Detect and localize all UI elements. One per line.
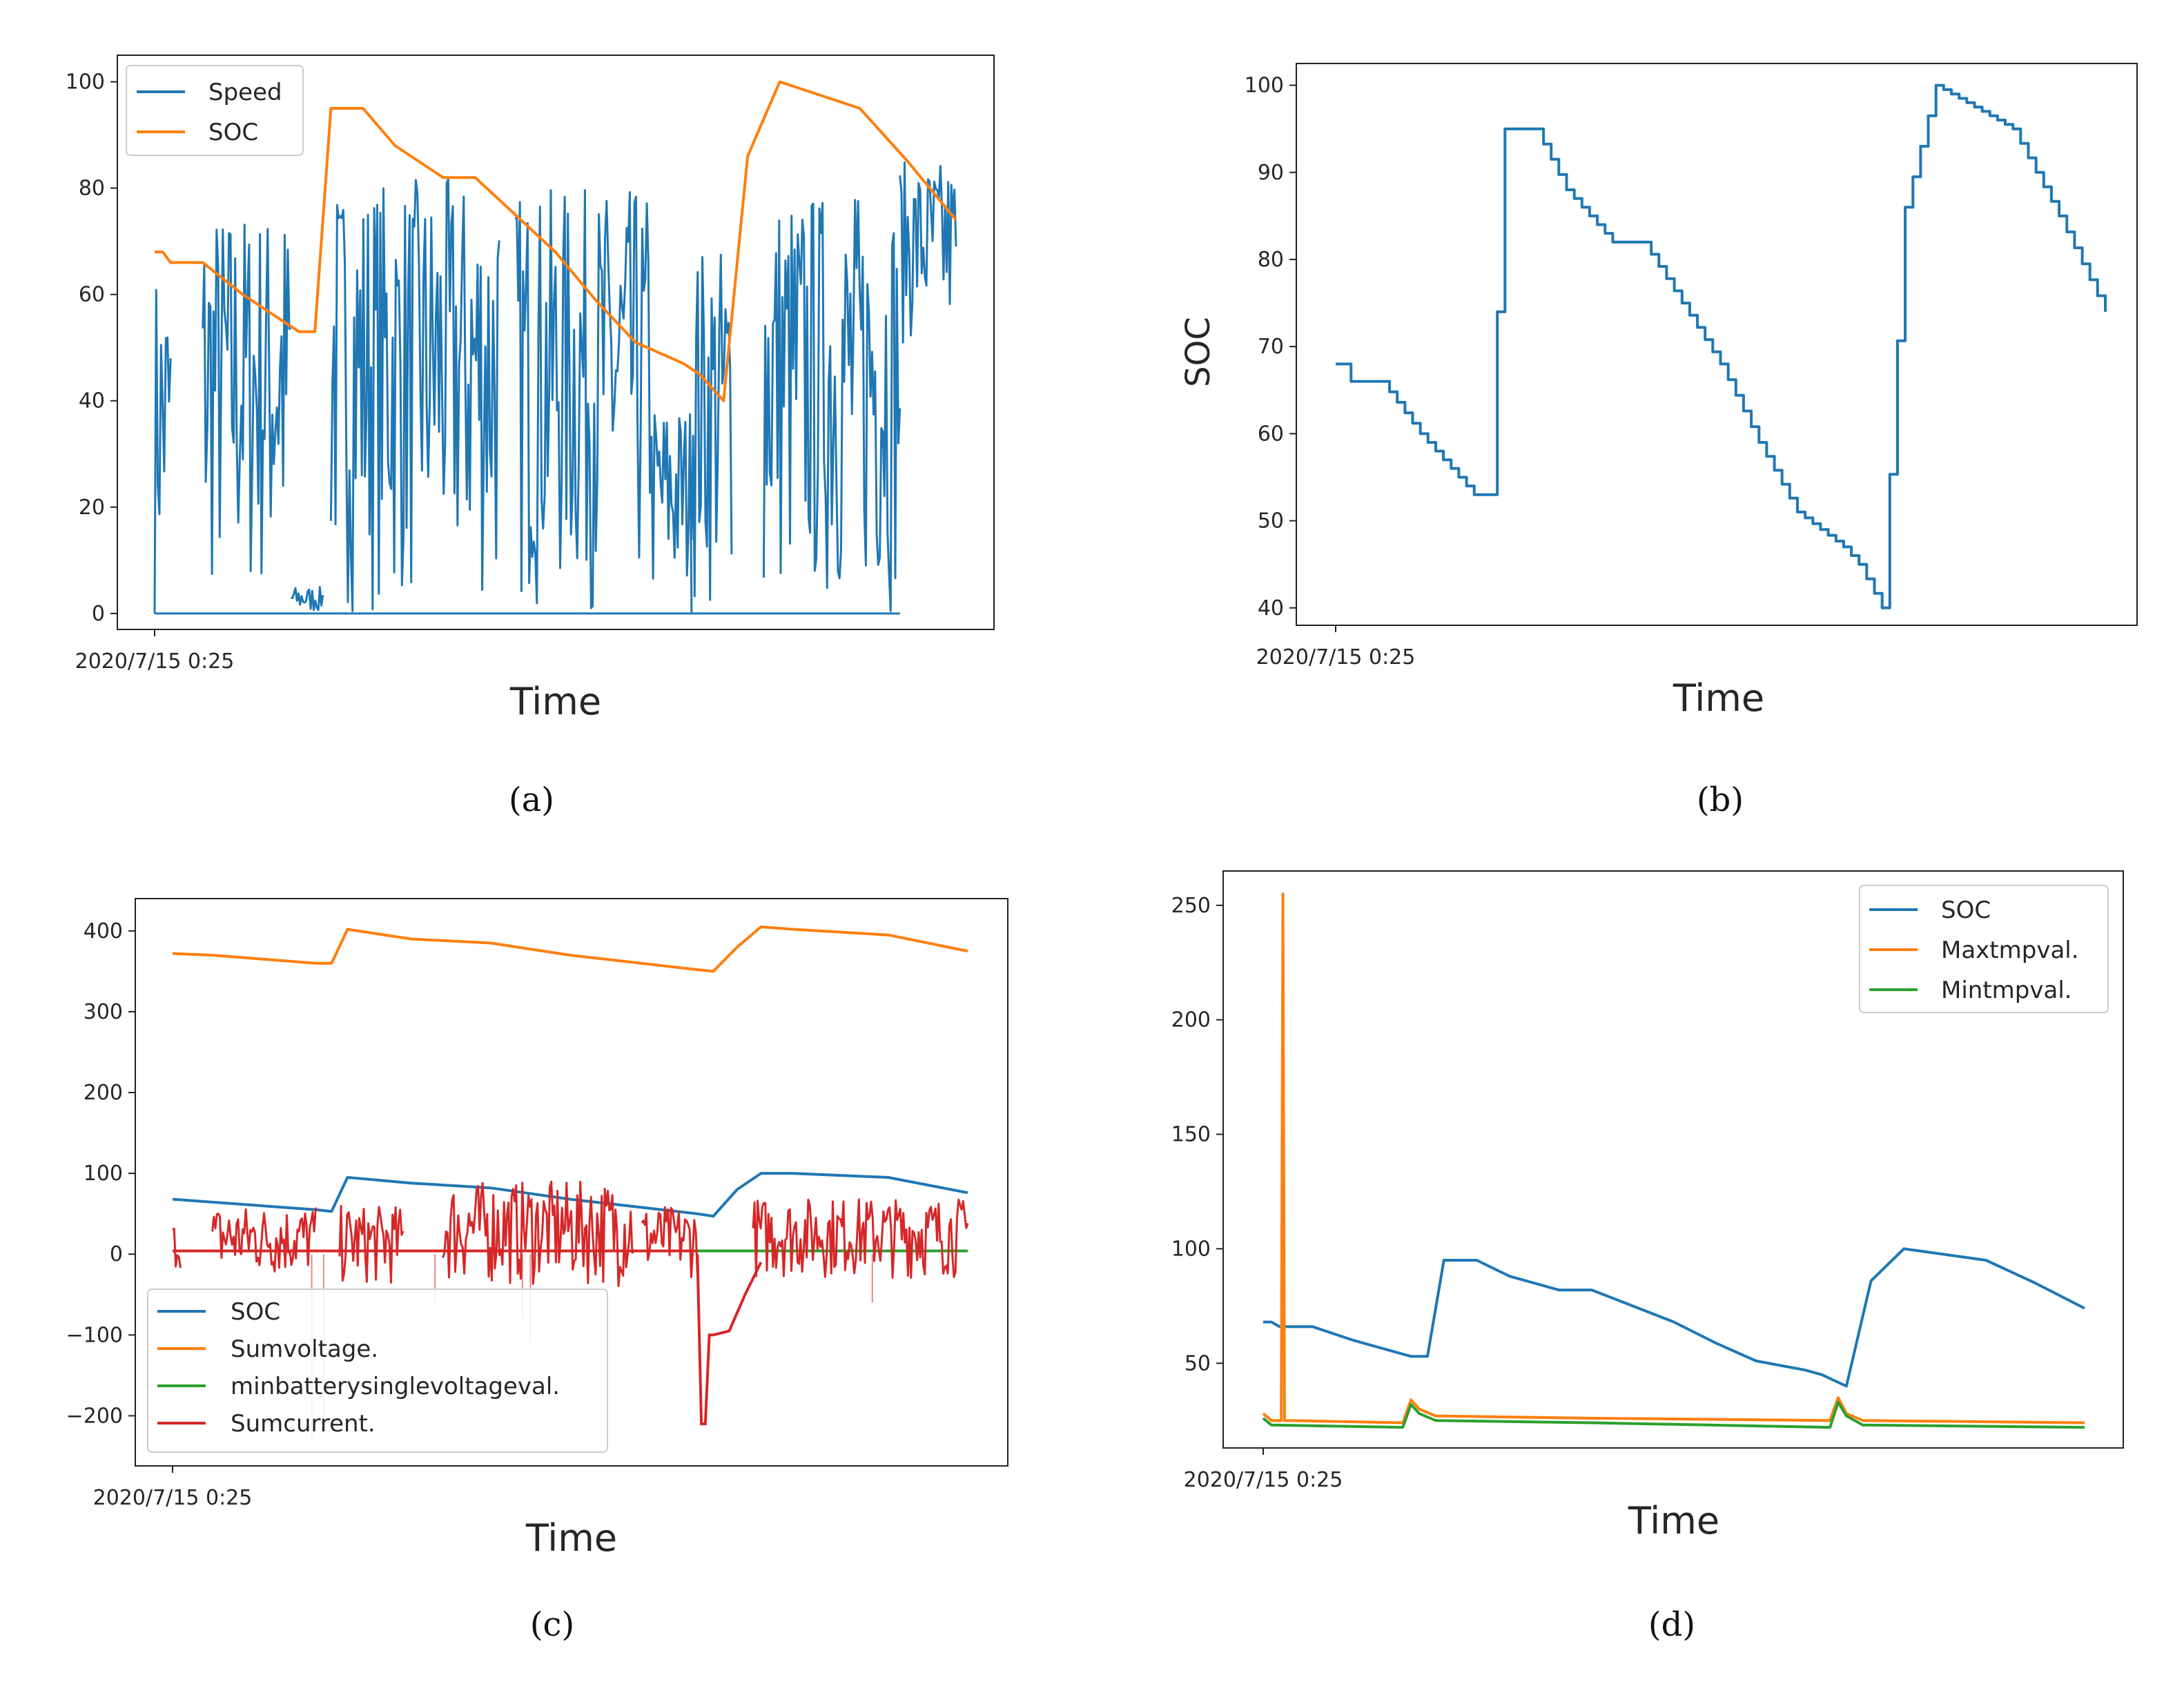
legend-label-mintmp: Mintmpval. — [1941, 977, 2072, 1004]
y-tick-label: 100 — [84, 1162, 123, 1186]
series-mintmpval — [1262, 1400, 2085, 1429]
plot-area-b — [1336, 84, 2107, 609]
y-axis-label-b: SOC — [1179, 317, 1218, 387]
y-tick-label: 200 — [84, 1081, 123, 1105]
series-maxtmpval — [1262, 892, 2085, 1424]
y-tick-label: 40 — [79, 389, 105, 413]
x-tick-label-a: 2020/7/15 0:25 — [75, 649, 235, 674]
series-speed — [153, 161, 957, 614]
panel-d: 50 100 150 200 250 2020/7/15 0:25 Time SOC M… — [1171, 870, 2124, 1644]
x-axis-label-c: Time — [525, 1516, 617, 1560]
y-tick-label: 0 — [92, 602, 105, 626]
y-tick-label: 250 — [1171, 894, 1211, 918]
y-tick-label: 40 — [1258, 596, 1284, 620]
plot-area-d — [1262, 892, 2085, 1429]
y-tick-label: 80 — [1258, 248, 1284, 272]
legend-box-c — [147, 1289, 608, 1453]
y-tick-label: 300 — [84, 1000, 123, 1024]
caption-d: (d) — [1648, 1605, 1695, 1644]
panel-c: −200 −100 0 100 200 300 400 2020/7/15 0:25 Tim… — [66, 898, 1008, 1644]
y-tick-label: 80 — [79, 177, 105, 201]
plot-frame-a — [117, 55, 995, 630]
y-tick-label: 90 — [1258, 161, 1284, 185]
y-tick-label: 70 — [1258, 335, 1284, 359]
y-tick-label: 50 — [1258, 509, 1284, 533]
legend-label-minbattery: minbatterysinglevoltageval. — [231, 1373, 560, 1400]
y-tick-label: 200 — [1171, 1008, 1211, 1032]
x-tick-label-d: 2020/7/15 0:25 — [1184, 1468, 1343, 1492]
y-ticks-b: 40 50 60 70 80 90 100 — [1245, 74, 1296, 620]
x-tick-label-b: 2020/7/15 0:25 — [1256, 645, 1416, 669]
caption-a: (a) — [509, 781, 554, 819]
legend-label-soc-a: SOC — [208, 119, 258, 146]
y-tick-label: 0 — [110, 1242, 123, 1266]
y-tick-label: 100 — [1171, 1237, 1211, 1261]
series-soc — [1263, 1247, 2085, 1388]
caption-b: (b) — [1697, 781, 1744, 819]
y-tick-label: 100 — [1245, 74, 1284, 98]
y-tick-label: −200 — [66, 1404, 123, 1428]
series-sumcurrent-dip — [696, 1254, 763, 1426]
plot-area-a — [153, 80, 957, 615]
y-tick-label: 400 — [84, 919, 123, 943]
y-tick-label: 150 — [1171, 1123, 1211, 1147]
panel-a: 0 20 40 60 80 100 2020/7/15 0:25 Time Speed S… — [66, 55, 995, 819]
series-sumcurrent — [172, 1180, 969, 1287]
y-tick-label: 50 — [1184, 1351, 1211, 1375]
y-tick-label: −100 — [66, 1323, 123, 1347]
series-sumvoltage — [172, 926, 968, 973]
legend-label-sumvoltage: Sumvoltage. — [231, 1335, 378, 1363]
legend-label-soc-d: SOC — [1941, 897, 1991, 924]
plot-area-c — [172, 926, 969, 1440]
y-ticks-c: −200 −100 0 100 200 300 400 — [66, 919, 135, 1428]
legend-box-d — [1859, 885, 2109, 1013]
legend-d: SOC Maxtmpval. Mintmpval. — [1859, 885, 2109, 1013]
legend-label-sumcurrent: Sumcurrent. — [231, 1410, 376, 1438]
plot-frame-d — [1222, 870, 2124, 1449]
series-soc — [172, 1172, 968, 1218]
plot-frame-b — [1296, 63, 2138, 626]
x-tick-label-c: 2020/7/15 0:25 — [93, 1486, 253, 1510]
legend-a: Speed SOC — [126, 65, 304, 156]
y-ticks-a: 0 20 40 60 80 100 — [66, 70, 117, 626]
x-axis-label-a: Time — [509, 680, 601, 723]
x-axis-label-b: Time — [1673, 676, 1764, 720]
y-tick-label: 60 — [1258, 422, 1284, 446]
series-soc — [155, 80, 957, 402]
legend-c: SOC Sumvoltage. minbatterysinglevoltagev… — [147, 1289, 608, 1453]
x-axis-label-d: Time — [1628, 1499, 1719, 1543]
legend-label-speed: Speed — [208, 79, 282, 106]
y-ticks-d: 50 100 150 200 250 — [1171, 894, 1223, 1375]
legend-label-soc-c: SOC — [231, 1298, 280, 1326]
plot-frame-c — [135, 898, 1008, 1467]
series-soc — [1336, 84, 2107, 609]
y-tick-label: 60 — [79, 283, 105, 307]
y-tick-label: 100 — [66, 70, 105, 95]
legend-label-maxtmp: Maxtmpval. — [1941, 937, 2079, 964]
caption-c: (c) — [530, 1605, 574, 1644]
y-tick-label: 20 — [79, 496, 105, 520]
